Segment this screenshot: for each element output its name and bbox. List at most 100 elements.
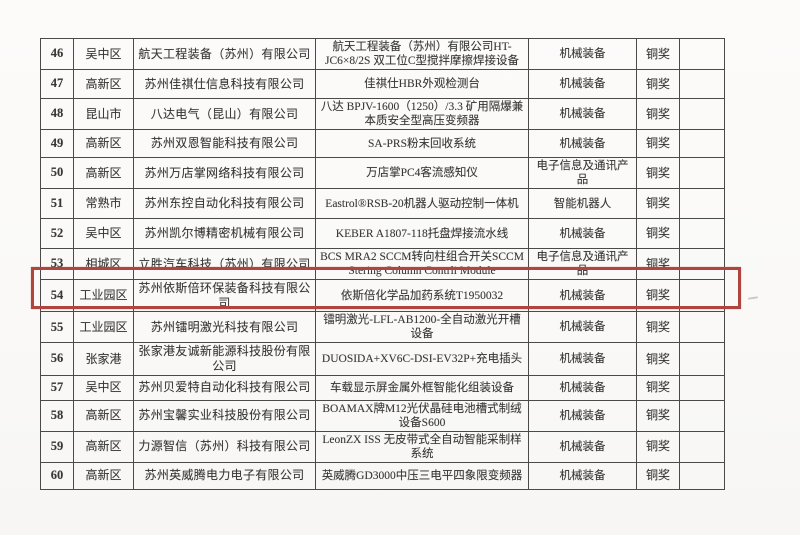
cell-row-number: 60 xyxy=(40,461,74,490)
table-row: 53 相城区 立胜汽车科技（苏州）有限公司 BCS MRA2 SCCM转向柱组合… xyxy=(40,248,725,281)
cell-row-number: 56 xyxy=(40,342,74,376)
cell-row-number: 52 xyxy=(40,218,74,250)
cell-row-number: 50 xyxy=(40,157,74,190)
cell-blank xyxy=(679,430,725,463)
cell-row-number: 59 xyxy=(40,430,74,463)
cell-product: 佳祺仕HBR外观检测台 xyxy=(315,69,529,100)
cell-product: DUOSIDA+XV6C-DSI-EV32P+充电插头 xyxy=(315,342,529,376)
cell-district: 高新区 xyxy=(73,69,134,100)
cell-blank xyxy=(679,248,725,281)
cell-category: 机械装备 xyxy=(528,218,637,250)
cell-district: 高新区 xyxy=(73,399,134,432)
scan-smudge-mark xyxy=(747,296,759,300)
cell-company: 苏州东控自动化科技有限公司 xyxy=(133,188,316,220)
cell-district: 高新区 xyxy=(73,157,134,190)
table-row: 46 吴中区 航天工程装备（苏州）有限公司 航天工程装备（苏州）有限公司HT-J… xyxy=(40,37,725,71)
cell-district: 张家港 xyxy=(73,342,134,376)
cell-product: 八达 BPJV-1600（1250）/3.3 矿用隔爆兼本质安全型高压变频器 xyxy=(315,98,529,131)
table-row: 47 高新区 苏州佳祺仕信息科技有限公司 佳祺仕HBR外观检测台 机械装备 铜奖 xyxy=(40,69,725,100)
table-row: 52 吴中区 苏州凯尔博精密机械有限公司 KEBER A1807-118托盘焊接… xyxy=(40,218,725,250)
cell-award: 铜奖 xyxy=(636,129,680,159)
cell-district: 高新区 xyxy=(73,461,134,490)
cell-product: 车载显示屏金属外框智能化组装设备 xyxy=(315,374,529,401)
cell-blank xyxy=(679,188,725,220)
cell-company: 苏州贝爱特自动化科技有限公司 xyxy=(133,374,316,401)
cell-category: 电子信息及通讯产品 xyxy=(528,248,637,281)
table-row: 59 高新区 力源智信（苏州）科技有限公司 LeonZX ISS 无皮带式全自动… xyxy=(40,430,725,463)
cell-award: 铜奖 xyxy=(636,430,680,463)
cell-blank xyxy=(679,279,725,313)
cell-blank xyxy=(679,69,725,100)
cell-blank xyxy=(679,374,725,401)
table-body: 46 吴中区 航天工程装备（苏州）有限公司 航天工程装备（苏州）有限公司HT-J… xyxy=(40,37,725,490)
cell-category: 机械装备 xyxy=(528,430,637,463)
cell-district: 工业园区 xyxy=(73,279,134,313)
cell-blank xyxy=(679,157,725,190)
cell-company: 苏州英威腾电力电子有限公司 xyxy=(133,461,316,490)
table-row: 60 高新区 苏州英威腾电力电子有限公司 英威腾GD3000中压三电平四象限变频… xyxy=(40,461,725,490)
cell-company: 苏州凯尔博精密机械有限公司 xyxy=(133,218,316,250)
cell-category: 机械装备 xyxy=(528,342,637,376)
cell-award: 铜奖 xyxy=(636,218,680,250)
cell-blank xyxy=(679,461,725,490)
cell-award: 铜奖 xyxy=(636,37,680,71)
cell-category: 电子信息及通讯产品 xyxy=(528,157,637,190)
cell-blank xyxy=(679,311,725,344)
cell-award: 铜奖 xyxy=(636,157,680,190)
cell-row-number: 49 xyxy=(40,129,74,159)
cell-award: 铜奖 xyxy=(636,69,680,100)
cell-company: 航天工程装备（苏州）有限公司 xyxy=(133,37,316,71)
cell-company: 苏州镭明激光科技有限公司 xyxy=(133,311,316,344)
cell-category: 机械装备 xyxy=(528,37,637,71)
table-row: 49 高新区 苏州双恩智能科技有限公司 SA-PRS粉末回收系统 机械装备 铜奖 xyxy=(40,129,725,159)
cell-district: 吴中区 xyxy=(73,218,134,250)
cell-category: 机械装备 xyxy=(528,129,637,159)
cell-award: 铜奖 xyxy=(636,374,680,401)
cell-district: 高新区 xyxy=(73,129,134,159)
cell-product: 航天工程装备（苏州）有限公司HT-JC6×8/2S 双工位C型搅拌摩擦焊接设备 xyxy=(315,37,529,71)
cell-blank xyxy=(679,98,725,131)
cell-row-number: 58 xyxy=(40,399,74,432)
cell-category: 机械装备 xyxy=(528,311,637,344)
cell-company: 苏州宝馨实业科技股份有限公司 xyxy=(133,399,316,432)
cell-award: 铜奖 xyxy=(636,188,680,220)
cell-award: 铜奖 xyxy=(636,279,680,313)
cell-award: 铜奖 xyxy=(636,342,680,376)
cell-category: 机械装备 xyxy=(528,279,637,313)
cell-row-number: 53 xyxy=(40,248,74,281)
table-row: 55 工业园区 苏州镭明激光科技有限公司 镭明激光-LFL-AB1200-全自动… xyxy=(40,311,725,344)
cell-company: 苏州双恩智能科技有限公司 xyxy=(133,129,316,159)
cell-award: 铜奖 xyxy=(636,461,680,490)
cell-row-number: 55 xyxy=(40,311,74,344)
cell-blank xyxy=(679,218,725,250)
cell-company: 立胜汽车科技（苏州）有限公司 xyxy=(133,248,316,281)
cell-company: 苏州万店掌网络科技有限公司 xyxy=(133,157,316,190)
cell-product: 镭明激光-LFL-AB1200-全自动激光开槽设备 xyxy=(315,311,529,344)
cell-district: 吴中区 xyxy=(73,37,134,71)
cell-blank xyxy=(679,342,725,376)
table-row: 57 吴中区 苏州贝爱特自动化科技有限公司 车载显示屏金属外框智能化组装设备 机… xyxy=(40,374,725,401)
cell-award: 铜奖 xyxy=(636,248,680,281)
cell-product: 万店掌PC4客流感知仪 xyxy=(315,157,529,190)
cell-category: 机械装备 xyxy=(528,69,637,100)
cell-company: 力源智信（苏州）科技有限公司 xyxy=(133,430,316,463)
cell-row-number: 47 xyxy=(40,69,74,100)
cell-award: 铜奖 xyxy=(636,311,680,344)
cell-district: 相城区 xyxy=(73,248,134,281)
cell-product: 英威腾GD3000中压三电平四象限变频器 xyxy=(315,461,529,490)
cell-district: 常熟市 xyxy=(73,188,134,220)
cell-product: Eastrol®RSB-20机器人驱动控制一体机 xyxy=(315,188,529,220)
cell-product: 依斯倍化学品加药系统T1950032 xyxy=(315,279,529,313)
cell-district: 昆山市 xyxy=(73,98,134,131)
table-row: 58 高新区 苏州宝馨实业科技股份有限公司 BOAMAX牌M12光伏晶硅电池槽式… xyxy=(40,399,725,432)
cell-category: 机械装备 xyxy=(528,399,637,432)
table-row: 50 高新区 苏州万店掌网络科技有限公司 万店掌PC4客流感知仪 电子信息及通讯… xyxy=(40,157,725,190)
cell-district: 高新区 xyxy=(73,430,134,463)
table-row: 56 张家港 张家港友诚新能源科技股份有限公司 DUOSIDA+XV6C-DSI… xyxy=(40,342,725,376)
cell-row-number: 46 xyxy=(40,37,74,71)
award-list-table: 46 吴中区 航天工程装备（苏州）有限公司 航天工程装备（苏州）有限公司HT-J… xyxy=(40,37,725,490)
table-row: 51 常熟市 苏州东控自动化科技有限公司 Eastrol®RSB-20机器人驱动… xyxy=(40,188,725,220)
cell-company: 张家港友诚新能源科技股份有限公司 xyxy=(133,342,316,376)
cell-category: 机械装备 xyxy=(528,461,637,490)
